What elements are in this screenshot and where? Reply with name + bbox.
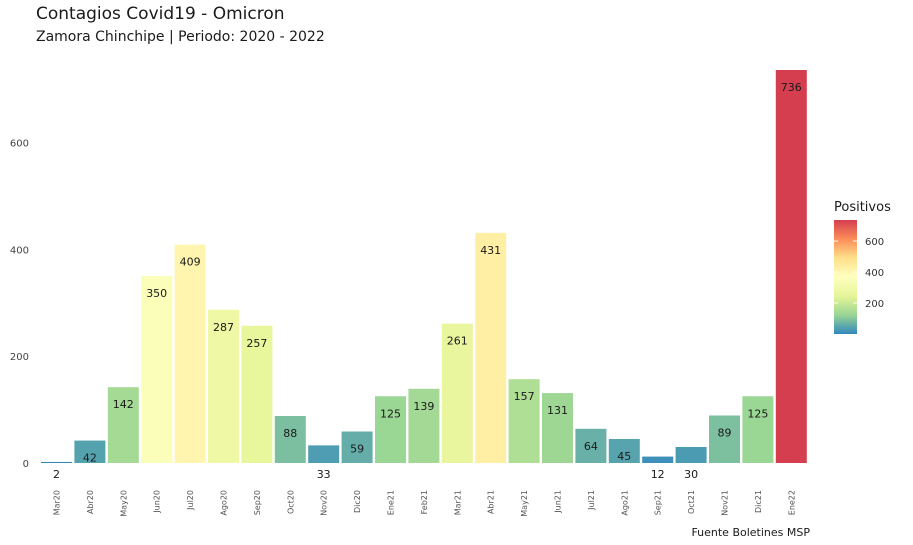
y-tick-label: 200	[10, 352, 29, 363]
bar-Ene22	[775, 70, 807, 463]
legend-tick-label: 200	[865, 299, 884, 310]
data-label-Jul21: 64	[584, 440, 598, 453]
data-label-Oct21: 30	[684, 468, 698, 481]
x-tick-Ago21: Ago21	[620, 490, 629, 516]
bar-Mar20	[41, 461, 72, 463]
legend-colorbar	[834, 220, 857, 334]
data-label-Mar21: 261	[447, 335, 468, 348]
bar-Ene21	[375, 396, 406, 463]
x-tick-Abr20: Abr20	[86, 490, 95, 514]
y-tick-label: 0	[23, 459, 29, 470]
bar-Ago21	[608, 438, 640, 463]
x-tick-Dic21: Dic21	[754, 490, 763, 513]
data-label-Jun20: 350	[146, 287, 167, 300]
data-label-Sep21: 12	[651, 468, 665, 481]
data-label-Oct20: 88	[283, 427, 297, 440]
x-tick-Sep21: Sep21	[654, 490, 663, 515]
x-tick-Mar21: Mar21	[453, 490, 462, 515]
bar-Abr20	[74, 440, 106, 463]
x-tick-Nov21: Nov21	[721, 490, 730, 516]
bar-Sep21	[642, 456, 674, 463]
x-tick-Ene21: Ene21	[387, 490, 396, 515]
bar-May21	[508, 379, 540, 463]
x-tick-Ene22: Ene22	[787, 490, 796, 515]
bar-Ago20	[208, 309, 239, 463]
chart-title: Contagios Covid19 - Omicron	[36, 4, 285, 24]
x-tick-Nov20: Nov20	[320, 490, 329, 516]
x-tick-Jul21: Jul21	[587, 490, 596, 511]
data-label-Jul20: 409	[180, 256, 201, 269]
chart-caption: Fuente Boletines MSP	[691, 526, 810, 539]
x-tick-Oct20: Oct20	[286, 490, 295, 514]
x-tick-Jun21: Jun21	[554, 490, 563, 514]
bar-Nov20	[308, 445, 340, 463]
data-label-Feb21: 139	[413, 400, 434, 413]
bar-Dic21	[742, 396, 774, 463]
data-label-Ago21: 45	[617, 450, 631, 463]
x-tick-Sep20: Sep20	[253, 490, 262, 515]
bar-Jun21	[542, 393, 573, 463]
bar-Jul20	[174, 244, 206, 463]
bars	[41, 70, 807, 463]
x-tick-Abr21: Abr21	[487, 490, 496, 514]
data-label-Dic20: 59	[350, 442, 364, 455]
bar-Oct21	[675, 446, 707, 463]
y-tick-label: 600	[10, 139, 29, 150]
bar-Nov21	[709, 415, 740, 463]
bar-Sep20	[241, 325, 273, 463]
bar-Abr21	[475, 232, 507, 463]
data-label-Nov21: 89	[718, 426, 732, 439]
x-axis: Mar20 Abr20 May20 Jun20 Jul20 Ago20 Sep20 Oct20…	[53, 490, 797, 517]
data-label-Dic21: 125	[747, 407, 768, 420]
data-label-May20: 142	[113, 398, 134, 411]
legend-tick-label: 600	[865, 237, 884, 248]
data-label-Ene21: 125	[380, 407, 401, 420]
data-label-Nov20: 33	[317, 468, 331, 481]
legend-title: Positivos	[834, 200, 891, 215]
bar-Mar21	[441, 323, 473, 463]
data-labels: 2 42 142 350 409 287 257 88 33 59 125 139 261 431 157 1…	[53, 81, 802, 481]
data-label-Abr21: 431	[480, 244, 501, 257]
bar-Oct20	[274, 416, 306, 463]
legend-tick-label: 400	[865, 268, 884, 279]
y-axis: 0 200 400 600	[10, 139, 29, 470]
bar-Jun20	[141, 276, 173, 463]
y-tick-label: 400	[10, 245, 29, 256]
data-label-Abr20: 42	[83, 452, 97, 465]
bar-Feb21	[408, 388, 440, 463]
x-tick-Ago20: Ago20	[220, 490, 229, 516]
x-tick-May21: May21	[520, 490, 529, 517]
x-tick-Feb21: Feb21	[420, 490, 429, 514]
x-tick-May20: May20	[119, 490, 128, 517]
bar-May20	[107, 387, 139, 463]
x-tick-Dic20: Dic20	[353, 490, 362, 513]
data-label-Ene22: 736	[781, 81, 802, 94]
x-tick-Mar20: Mar20	[53, 490, 62, 515]
x-tick-Jul20: Jul20	[186, 490, 195, 511]
x-tick-Jun20: Jun20	[153, 490, 162, 514]
data-label-Jun21: 131	[547, 404, 568, 417]
x-tick-Oct21: Oct21	[687, 490, 696, 514]
chart-subtitle: Zamora Chinchipe | Periodo: 2020 - 2022	[36, 29, 325, 45]
data-label-Sep20: 257	[246, 337, 267, 350]
legend: Positivos 200 400 600	[834, 200, 891, 334]
data-label-Ago20: 287	[213, 321, 234, 334]
bar-Jul21	[575, 428, 607, 463]
data-label-May21: 157	[514, 390, 535, 403]
bar-Dic20	[341, 431, 373, 463]
data-label-Mar20: 2	[53, 468, 60, 481]
